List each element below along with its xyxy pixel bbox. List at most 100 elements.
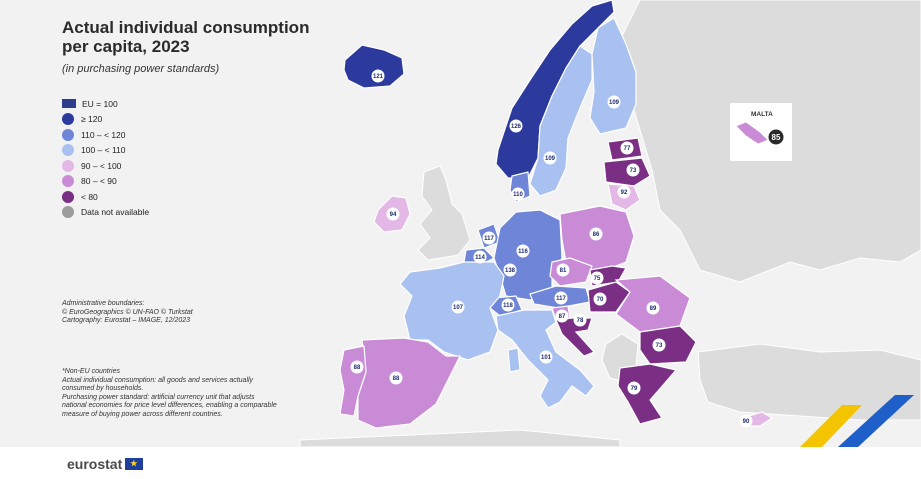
value-label-hr: 78: [577, 318, 584, 324]
legend-swatch: [62, 206, 74, 219]
map-subtitle: (in purchasing power standards): [62, 63, 220, 75]
value-label-ie: 94: [390, 212, 397, 218]
legend-label: 90 – < 100: [81, 160, 122, 171]
footnotes: *Non-EU countries Actual individual cons…: [62, 368, 277, 419]
value-badge-hu: [593, 292, 607, 306]
value-badge-de: [516, 244, 530, 258]
footnote-line: measure of buying power across different…: [62, 410, 223, 418]
value-label-lv: 73: [630, 168, 637, 174]
value-label-cy: 90: [743, 419, 750, 425]
legend-label: 80 – < 90: [81, 176, 117, 187]
value-badge-it: [539, 350, 553, 364]
legend-label: ≥ 120: [81, 114, 103, 125]
value-label-pt: 88: [354, 365, 361, 371]
value-label-no: 126: [511, 124, 522, 130]
value-label-ch: 118: [503, 303, 513, 309]
legend: EU = 100 ≥ 120 110 – < 120 100 – < 110 9…: [62, 96, 149, 220]
value-badge-ch: [501, 298, 515, 312]
map-panel: 121 126 109 109 77 73 92 94 110 117 114 138 116 86 81 7…: [0, 0, 921, 447]
value-label-dk: 110: [513, 192, 523, 198]
value-badge-at: [554, 291, 568, 305]
value-label-de: 116: [518, 249, 528, 255]
value-badge-no: [509, 119, 523, 133]
legend-item: ≥ 120: [62, 112, 149, 128]
value-label-it: 101: [541, 355, 552, 361]
value-label-fi: 109: [609, 100, 620, 106]
turkey-land: [697, 343, 921, 421]
legend-swatch: [62, 128, 74, 141]
value-label-hu: 70: [597, 297, 604, 303]
legend-swatch: [62, 113, 74, 126]
value-badge-si: [555, 309, 569, 323]
value-badge-el: [627, 381, 641, 395]
value-label-mt: 85: [772, 133, 781, 142]
value-badge-pl: [589, 227, 603, 241]
legend-item: < 80: [62, 189, 149, 205]
value-badge-lu: [503, 263, 517, 277]
value-label-ro: 89: [650, 306, 657, 312]
country-greece: [617, 363, 678, 425]
value-badge-mt: [768, 129, 784, 145]
country-bulgaria: [639, 325, 697, 365]
map-canvas: 121 126 109 109 77 73 92 94 110 117 114 138 116 86 81 7…: [299, 0, 921, 447]
value-label-at: 117: [556, 296, 566, 302]
admin-boundaries-note: Administrative boundaries: © EuroGeograp…: [62, 300, 193, 326]
legend-swatch: [62, 159, 74, 172]
footnote-line: national economies for price level diffe…: [62, 402, 277, 409]
legend-item: 110 – < 120: [62, 127, 149, 143]
stripe-blue: [838, 395, 914, 447]
legend-label: Data not available: [81, 207, 150, 218]
decorative-stripes: [800, 395, 914, 447]
legend-eu-label: EU = 100: [82, 98, 118, 109]
stripe-yellow: [800, 405, 862, 447]
footnote-line: Purchasing power standard: artificial cu…: [62, 393, 255, 401]
malta-inset-label: MALTA: [751, 111, 773, 118]
value-badge-fr: [451, 300, 465, 314]
value-badge-pt: [350, 360, 364, 374]
legend-swatch: [62, 190, 74, 203]
legend-item: Data not available: [62, 205, 149, 221]
value-badge-is: [371, 69, 385, 83]
value-label-es: 88: [393, 376, 400, 382]
value-badge-be: [473, 250, 487, 264]
value-label-bg: 73: [656, 343, 663, 349]
value-badge-ee: [620, 141, 634, 155]
value-badges: 121 126 109 109 77 73 92 94 110 117 114 138 116 86 81 7…: [350, 69, 784, 428]
africa-land: [299, 429, 621, 447]
eu-flag-icon: [125, 458, 144, 470]
value-label-sk: 75: [594, 276, 601, 282]
legend-label: < 80: [81, 191, 98, 202]
footnote-line: Actual individual consumption: all goods…: [62, 376, 254, 384]
value-label-lt: 92: [621, 190, 628, 196]
value-badge-lv: [626, 163, 640, 177]
value-label-lu: 138: [505, 268, 516, 274]
map-title: Actual individual consumption per capita…: [62, 18, 310, 56]
value-badge-sk: [590, 271, 604, 285]
value-label-be: 114: [475, 255, 485, 261]
footnote-line: *Non-EU countries: [62, 368, 120, 375]
value-label-se: 109: [545, 156, 556, 162]
eurostat-logo: eurostat: [67, 456, 144, 472]
value-badge-es: [389, 371, 403, 385]
value-label-ee: 77: [624, 146, 631, 152]
country-sardinia: [507, 347, 521, 373]
value-label-el: 79: [631, 386, 638, 392]
country-finland: [589, 17, 637, 135]
value-label-nl: 117: [484, 236, 494, 242]
value-badge-se: [543, 151, 557, 165]
note-line: Cartography: Eurostat – IMAGE, 12/2023: [62, 317, 191, 324]
value-label-si: 87: [559, 314, 566, 320]
value-label-pl: 86: [593, 232, 600, 238]
value-label-cz: 81: [560, 268, 567, 274]
value-badge-bg: [652, 338, 666, 352]
note-line: Administrative boundaries:: [62, 300, 145, 307]
footnote-line: consumed by households.: [62, 385, 144, 392]
country-iceland: [343, 44, 405, 89]
value-badge-cz: [556, 263, 570, 277]
brand-name: eurostat: [67, 456, 123, 472]
value-badge-fi: [607, 95, 621, 109]
country-malta: [735, 121, 769, 145]
value-badge-cy: [739, 414, 753, 428]
value-badge-nl: [482, 231, 496, 245]
value-badge-hr: [573, 313, 587, 327]
